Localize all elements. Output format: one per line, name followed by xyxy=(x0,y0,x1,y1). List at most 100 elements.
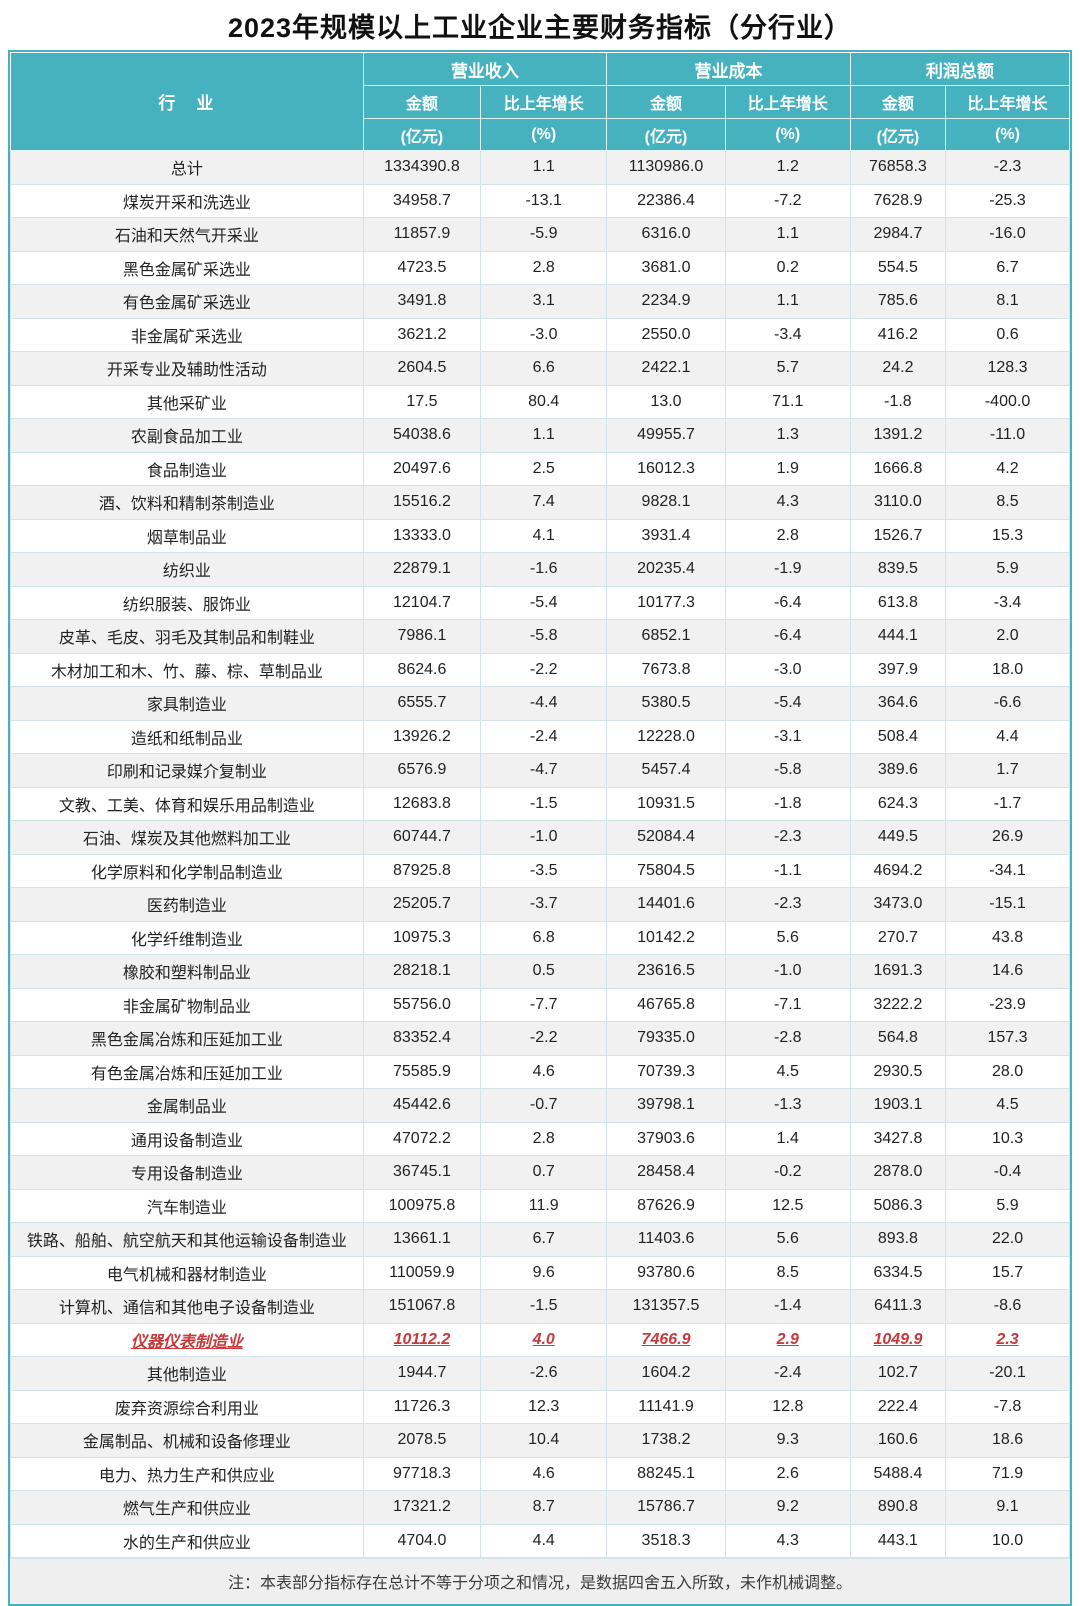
value-cell: 9.3 xyxy=(724,1423,851,1458)
industry-cell: 化学原料和化学制品制造业 xyxy=(10,853,364,888)
value-cell: 2.8 xyxy=(724,518,851,553)
value-cell: 5086.3 xyxy=(849,1188,947,1223)
industry-cell: 其他采矿业 xyxy=(10,384,364,419)
value-cell: -16.0 xyxy=(945,217,1070,252)
value-cell: 4.6 xyxy=(480,1456,608,1491)
table-row: 黑色金属冶炼和压延加工业 83352.4 -2.2 79335.0 -2.8 564.8 1… xyxy=(10,1021,1070,1056)
value-cell: 15786.7 xyxy=(606,1490,726,1525)
header-industry: 行 业 xyxy=(10,52,364,151)
industry-cell: 开采专业及辅助性活动 xyxy=(10,351,364,386)
industry-cell: 仪器仪表制造业 xyxy=(10,1322,364,1357)
value-cell: -2.6 xyxy=(480,1356,608,1391)
value-cell: 17.5 xyxy=(362,384,482,419)
industry-cell: 文教、工美、体育和娱乐用品制造业 xyxy=(10,786,364,821)
value-cell: 18.6 xyxy=(945,1423,1070,1458)
value-cell: 0.2 xyxy=(724,250,851,285)
industry-cell: 电气机械和器材制造业 xyxy=(10,1255,364,1290)
value-cell: 87925.8 xyxy=(362,853,482,888)
value-cell: 23616.5 xyxy=(606,954,726,989)
table-row: 文教、工美、体育和娱乐用品制造业 12683.8 -1.5 10931.5 -1.8 62… xyxy=(10,786,1070,821)
value-cell: 110059.9 xyxy=(362,1255,482,1290)
value-cell: -1.0 xyxy=(724,954,851,989)
value-cell: 12683.8 xyxy=(362,786,482,821)
value-cell: -2.3 xyxy=(724,820,851,855)
value-cell: 0.5 xyxy=(480,954,608,989)
value-cell: -6.4 xyxy=(724,585,851,620)
value-cell: 37903.6 xyxy=(606,1121,726,1156)
value-cell: 4.2 xyxy=(945,451,1070,486)
value-cell: 34958.7 xyxy=(362,183,482,218)
value-cell: 5488.4 xyxy=(849,1456,947,1491)
table-row: 总计 1334390.8 1.1 1130986.0 1.2 76858.3 -2.3 xyxy=(10,150,1070,185)
value-cell: 4.1 xyxy=(480,518,608,553)
value-cell: 5457.4 xyxy=(606,753,726,788)
value-cell: -0.2 xyxy=(724,1155,851,1190)
value-cell: 131357.5 xyxy=(606,1289,726,1324)
header-revenue-amount: 金额 xyxy=(362,85,482,119)
header-revenue-growth: 比上年增长 xyxy=(480,85,608,119)
value-cell: 13.0 xyxy=(606,384,726,419)
value-cell: 9.1 xyxy=(945,1490,1070,1525)
table-row: 纺织业 22879.1 -1.6 20235.4 -1.9 839.5 5.9 xyxy=(10,552,1070,587)
value-cell: -15.1 xyxy=(945,887,1070,922)
value-cell: 6.8 xyxy=(480,920,608,955)
industry-cell: 纺织服装、服饰业 xyxy=(10,585,364,620)
industry-cell: 专用设备制造业 xyxy=(10,1155,364,1190)
value-cell: 97718.3 xyxy=(362,1456,482,1491)
header-group-profit: 利润总额 xyxy=(849,52,1071,86)
value-cell: 80.4 xyxy=(480,384,608,419)
value-cell: 8.7 xyxy=(480,1490,608,1525)
table-row: 金属制品、机械和设备修理业 2078.5 10.4 1738.2 9.3 160.6 18.… xyxy=(10,1423,1070,1458)
value-cell: 508.4 xyxy=(849,719,947,754)
value-cell: 2.0 xyxy=(945,619,1070,654)
value-cell: 12104.7 xyxy=(362,585,482,620)
value-cell: -5.8 xyxy=(480,619,608,654)
table-row: 煤炭开采和洗选业 34958.7 -13.1 22386.4 -7.2 7628.9 -25… xyxy=(10,183,1070,218)
value-cell: -20.1 xyxy=(945,1356,1070,1391)
value-cell: 564.8 xyxy=(849,1021,947,1056)
value-cell: 49955.7 xyxy=(606,418,726,453)
value-cell: 160.6 xyxy=(849,1423,947,1458)
header-sub-row: 金额 比上年增长 金额 比上年增长 金额 比上年增长 xyxy=(11,85,1070,119)
value-cell: 26.9 xyxy=(945,820,1070,855)
value-cell: -3.4 xyxy=(724,317,851,352)
value-cell: 4723.5 xyxy=(362,250,482,285)
value-cell: 43.8 xyxy=(945,920,1070,955)
value-cell: -1.8 xyxy=(724,786,851,821)
value-cell: -11.0 xyxy=(945,418,1070,453)
value-cell: -4.7 xyxy=(480,753,608,788)
value-cell: 2550.0 xyxy=(606,317,726,352)
value-cell: 3222.2 xyxy=(849,987,947,1022)
value-cell: 4694.2 xyxy=(849,853,947,888)
header-revenue-amount-unit: (亿元) xyxy=(362,118,482,151)
value-cell: 0.7 xyxy=(480,1155,608,1190)
table-note: 注：本表部分指标存在总计不等于分项之和情况，是数据四舍五入所致，未作机械调整。 xyxy=(10,1558,1070,1604)
table-row: 石油、煤炭及其他燃料加工业 60744.7 -1.0 52084.4 -2.3 449.5… xyxy=(10,820,1070,855)
value-cell: 6334.5 xyxy=(849,1255,947,1290)
value-cell: 11403.6 xyxy=(606,1222,726,1257)
value-cell: 2234.9 xyxy=(606,284,726,319)
value-cell: 4.6 xyxy=(480,1054,608,1089)
value-cell: 9.2 xyxy=(724,1490,851,1525)
value-cell: 444.1 xyxy=(849,619,947,654)
value-cell: 22879.1 xyxy=(362,552,482,587)
value-cell: -1.0 xyxy=(480,820,608,855)
value-cell: 416.2 xyxy=(849,317,947,352)
value-cell: 5.6 xyxy=(724,920,851,955)
value-cell: 8.1 xyxy=(945,284,1070,319)
value-cell: -7.1 xyxy=(724,987,851,1022)
header-cost-growth: 比上年增长 xyxy=(724,85,851,119)
value-cell: -1.9 xyxy=(724,552,851,587)
value-cell: -1.5 xyxy=(480,1289,608,1324)
value-cell: -1.7 xyxy=(945,786,1070,821)
table-row: 石油和天然气开采业 11857.9 -5.9 6316.0 1.1 2984.7 -16.0 xyxy=(10,217,1070,252)
industry-cell: 金属制品业 xyxy=(10,1088,364,1123)
value-cell: 624.3 xyxy=(849,786,947,821)
value-cell: 8624.6 xyxy=(362,652,482,687)
table-row: 燃气生产和供应业 17321.2 8.7 15786.7 9.2 890.8 9.1 xyxy=(10,1490,1070,1525)
value-cell: 4.5 xyxy=(724,1054,851,1089)
value-cell: -2.4 xyxy=(480,719,608,754)
value-cell: 70739.3 xyxy=(606,1054,726,1089)
value-cell: -34.1 xyxy=(945,853,1070,888)
table-row: 纺织服装、服饰业 12104.7 -5.4 10177.3 -6.4 613.8 -3.4 xyxy=(10,585,1070,620)
